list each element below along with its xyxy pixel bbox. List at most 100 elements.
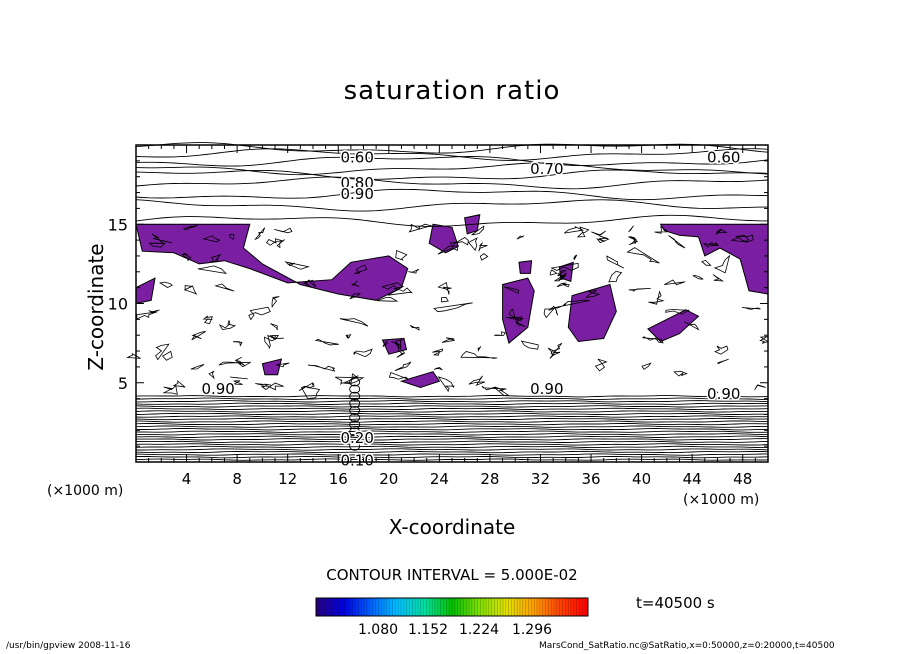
contour-line xyxy=(387,287,413,296)
contour-line xyxy=(349,406,361,415)
contour-line xyxy=(516,321,526,328)
contour-line xyxy=(269,334,284,340)
x-axis-ticks: 4 8 12 16 20 24 28 32 36 40 44 48 xyxy=(148,145,756,488)
contour-line xyxy=(135,156,769,167)
contour-line xyxy=(255,383,272,388)
x-tick-label: 8 xyxy=(232,470,242,488)
supersaturation-fill-regions xyxy=(135,214,769,389)
contour-line xyxy=(135,425,768,428)
contour-line xyxy=(210,253,222,263)
contour-line xyxy=(135,176,769,190)
supersaturation-region xyxy=(518,260,533,274)
contour-line xyxy=(135,410,768,413)
contour-line xyxy=(628,225,634,233)
contour-line xyxy=(264,334,277,349)
contour-line xyxy=(339,318,369,327)
contour-line xyxy=(683,321,700,331)
chart-title: saturation ratio xyxy=(343,76,561,106)
contour-line xyxy=(493,386,510,397)
footer-program-date: /usr/bin/gpview 2008-11-16 xyxy=(6,641,131,651)
contour-line xyxy=(135,417,769,421)
contour-line xyxy=(298,382,315,392)
contour-line xyxy=(520,340,539,350)
supersaturation-region xyxy=(399,371,441,389)
contour-line xyxy=(266,238,284,246)
contour-line xyxy=(433,302,473,313)
contour-line xyxy=(284,261,310,270)
contour-label: 0.90 xyxy=(707,385,740,403)
contour-line xyxy=(271,296,280,308)
supersaturation-region xyxy=(567,283,617,343)
contour-line xyxy=(345,333,352,339)
contour-line xyxy=(548,305,559,316)
contour-line xyxy=(135,402,769,405)
contour-line xyxy=(503,286,520,294)
x-tick-label: 36 xyxy=(581,470,600,488)
contour-line xyxy=(440,296,449,303)
colorbar-tick-label: 1.296 xyxy=(511,622,553,638)
contour-line xyxy=(478,242,488,252)
contour-line xyxy=(232,380,243,385)
contour-line xyxy=(668,235,686,249)
contour-line xyxy=(641,362,652,370)
y-axis-ticks: 5 10 15 xyxy=(108,160,768,447)
contour-line xyxy=(162,385,178,395)
y-tick-label: 15 xyxy=(108,215,128,234)
x-tick-label: 4 xyxy=(182,470,192,488)
contour-line xyxy=(190,364,205,370)
contour-line xyxy=(208,370,215,380)
contour-line xyxy=(471,225,485,236)
x-tick-label: 44 xyxy=(683,470,702,488)
contour-line xyxy=(395,343,406,358)
contour-line xyxy=(349,434,361,444)
contour-line xyxy=(302,279,317,288)
contour-line xyxy=(408,268,420,274)
contour-line xyxy=(717,358,729,365)
contour-line xyxy=(135,188,769,201)
x-tick-label: 32 xyxy=(531,470,550,488)
contour-line xyxy=(191,331,207,341)
contour-line xyxy=(135,397,768,400)
colorbar-divisions xyxy=(318,598,586,616)
contour-line xyxy=(437,376,455,393)
colorbar-tick-label: 1.224 xyxy=(458,622,500,638)
contour-line xyxy=(554,299,590,309)
contour-line xyxy=(135,407,769,411)
contour-line xyxy=(715,229,728,235)
contour-label: 0.90 xyxy=(201,380,234,398)
contour-line xyxy=(349,441,361,451)
supersaturation-region xyxy=(428,223,459,254)
contour-line xyxy=(591,230,606,237)
time-label: t=40500 s xyxy=(636,594,715,612)
x-tick-label: 28 xyxy=(480,470,499,488)
contour-line xyxy=(573,254,578,261)
contour-line xyxy=(349,420,361,430)
contour-line xyxy=(274,227,293,234)
contour-label: 0.20 xyxy=(340,429,373,447)
contour-line xyxy=(158,281,173,288)
contour-line xyxy=(377,296,399,302)
contour-line xyxy=(564,226,585,234)
contour-line xyxy=(665,309,691,315)
colorbar-tick-label: 1.080 xyxy=(357,622,399,638)
contour-line xyxy=(125,353,141,359)
x-tick-label: 20 xyxy=(379,470,398,488)
contour-line xyxy=(135,445,768,449)
contour-line xyxy=(626,247,660,264)
x-tick-label: 16 xyxy=(329,470,348,488)
contour-line xyxy=(135,422,768,426)
contour-line xyxy=(135,162,769,176)
contour-line xyxy=(148,309,160,313)
contour-line xyxy=(135,415,768,418)
supersaturation-region xyxy=(135,277,156,305)
contour-line xyxy=(155,343,170,361)
contour-line xyxy=(394,361,412,371)
contour-line xyxy=(349,377,361,387)
contour-line xyxy=(433,367,443,371)
contour-label: 0.90 xyxy=(340,185,373,203)
supersaturation-region xyxy=(135,223,409,301)
contour-lines xyxy=(125,142,769,461)
contour-line xyxy=(136,438,769,441)
contour-line xyxy=(654,225,668,234)
